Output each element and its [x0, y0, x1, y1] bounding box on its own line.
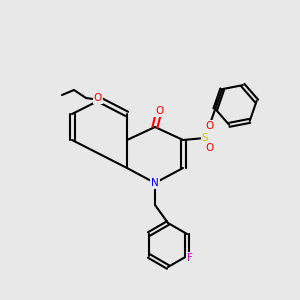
- Text: S: S: [202, 133, 208, 143]
- Text: N: N: [151, 178, 159, 188]
- Text: O: O: [155, 106, 163, 116]
- Text: O: O: [206, 143, 214, 153]
- Text: O: O: [206, 121, 214, 131]
- Text: F: F: [187, 253, 193, 263]
- Text: O: O: [94, 93, 102, 103]
